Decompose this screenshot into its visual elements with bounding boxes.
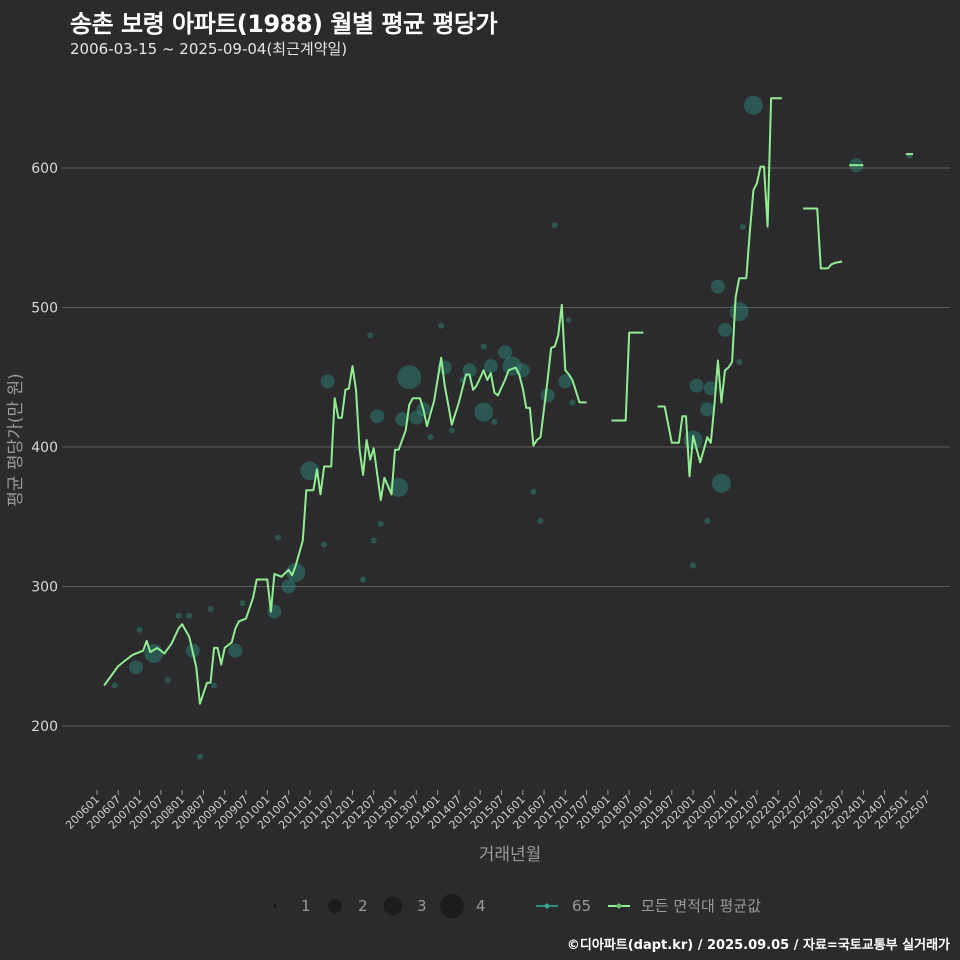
bubble-point <box>498 345 513 360</box>
bubble-point <box>551 222 558 229</box>
bubble-point <box>377 520 384 527</box>
bubble-point <box>395 412 410 427</box>
legend-size-3-label: 3 <box>417 897 427 915</box>
bubble-point <box>491 418 498 425</box>
bubble-point <box>175 612 182 619</box>
y-tick-label: 300 <box>31 580 58 596</box>
bubble-point <box>703 381 718 396</box>
bubble-point <box>111 682 118 689</box>
legend-average-label: 모든 면적대 평균값 <box>641 897 761 915</box>
bubble-point <box>438 322 445 329</box>
bubble-point <box>360 576 367 583</box>
y-tick-label: 400 <box>31 440 58 456</box>
bubble-point <box>300 461 320 481</box>
bubble-point <box>136 626 143 633</box>
bubble-point <box>480 343 487 350</box>
bubble-point <box>690 562 697 569</box>
bubble-point <box>704 517 711 524</box>
bubble-point <box>196 753 203 760</box>
bubble-point <box>397 365 422 390</box>
bubble-point <box>367 332 374 339</box>
legend-size-1-marker <box>273 904 277 908</box>
bubble-point <box>427 434 434 441</box>
bubble-point <box>736 358 743 365</box>
bubble-series <box>111 95 913 760</box>
chart-subtitle: 2006-03-15 ~ 2025-09-04(최근계약일) <box>70 40 348 58</box>
bubble-point <box>409 410 424 425</box>
legend-size-2-marker <box>328 899 342 913</box>
line-series <box>103 97 913 705</box>
bubble-point <box>710 279 725 294</box>
x-axis-title: 거래년월 <box>479 845 542 865</box>
bubble-point <box>370 409 385 424</box>
legend-size-1-label: 1 <box>301 897 311 915</box>
bubble-point <box>286 563 306 583</box>
bubble-point <box>483 359 498 374</box>
bubble-point <box>370 537 377 544</box>
bubble-point <box>164 676 171 683</box>
bubble-point <box>321 541 328 548</box>
bubble-point <box>537 517 544 524</box>
bubble-point <box>186 612 193 619</box>
bubble-point <box>239 600 246 607</box>
bubble-point <box>569 399 576 406</box>
bubble-point <box>320 374 335 389</box>
x-axis-ticks: 2006012006072007012007072008012008072009… <box>63 790 932 832</box>
bubble-point <box>228 643 243 658</box>
bubble-point <box>711 473 731 493</box>
bubble-point <box>743 95 763 115</box>
y-axis-title: 평균 평당가(만 원) <box>6 373 26 507</box>
average-line-segment <box>657 97 782 478</box>
bubble-point <box>274 534 281 541</box>
bubble-point <box>558 374 573 389</box>
bubble-point <box>739 223 746 230</box>
average-line-segment <box>803 207 843 270</box>
y-tick-label: 500 <box>31 301 58 317</box>
bubble-point <box>129 660 144 675</box>
chart-title: 송촌 보령 아파트(1988) 월별 평균 평당가 <box>70 10 498 38</box>
legend-65-marker <box>544 903 550 909</box>
grid <box>62 167 950 727</box>
bubble-point <box>540 388 555 403</box>
bubble-point <box>211 682 218 689</box>
legend: 1 2 3 4 65 모든 면적대 평균값 <box>273 894 761 918</box>
legend-65-label: 65 <box>572 897 591 915</box>
y-tick-label: 200 <box>31 719 58 735</box>
legend-average-marker <box>616 903 622 909</box>
bubble-point <box>717 322 732 337</box>
bubble-point <box>448 427 455 434</box>
bubble-point <box>281 579 296 594</box>
bubble-point <box>700 402 715 417</box>
bubble-point <box>689 378 704 393</box>
bubble-point <box>144 643 164 663</box>
bubble-point <box>207 605 214 612</box>
footer-credit: ©디아파트(dapt.kr) / 2025.09.05 / 자료=국토교통부 실… <box>566 938 950 953</box>
y-axis-ticks: 200 300 400 500 600 <box>31 161 58 735</box>
average-line-segment <box>611 331 644 422</box>
bubble-point <box>565 317 572 324</box>
legend-size-4-label: 4 <box>476 897 486 915</box>
bubble-point <box>389 477 409 497</box>
bubble-point <box>530 488 537 495</box>
y-tick-label: 600 <box>31 161 58 177</box>
legend-size-3-marker <box>383 896 403 916</box>
bubble-point <box>474 402 494 422</box>
bubble-point <box>729 302 749 322</box>
legend-size-4-marker <box>440 894 464 918</box>
average-line-segment <box>103 303 587 705</box>
legend-size-2-label: 2 <box>358 897 368 915</box>
